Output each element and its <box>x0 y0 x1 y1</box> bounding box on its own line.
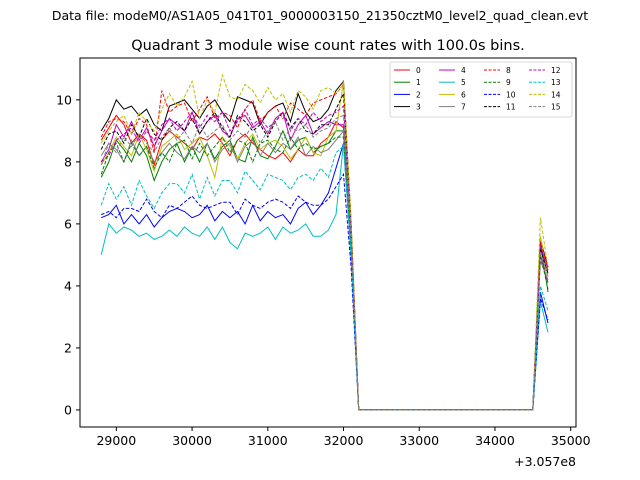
legend-label: 15 <box>551 103 561 112</box>
series-line-4 <box>100 110 549 411</box>
x-tick-label: 32000 <box>324 433 364 448</box>
series-line-8 <box>100 83 549 411</box>
legend-label: 11 <box>506 103 516 112</box>
series-line-2 <box>101 143 549 411</box>
series-line-0 <box>100 114 549 411</box>
y-tick-label: 10 <box>56 92 72 107</box>
y-tick-label: 6 <box>64 216 72 231</box>
x-tick-label: 34000 <box>475 433 515 448</box>
legend-label: 8 <box>506 66 511 75</box>
x-tick-label: 29000 <box>96 433 136 448</box>
series-line-7 <box>100 129 549 411</box>
series-line-5 <box>100 143 549 411</box>
legend-label: 14 <box>551 90 561 99</box>
y-tick-label: 8 <box>64 154 72 169</box>
series-line-9 <box>100 136 549 411</box>
legend-label: 5 <box>461 78 466 87</box>
series-layer <box>100 73 549 411</box>
series-line-15 <box>100 114 549 411</box>
series-line-10 <box>101 172 549 411</box>
x-tick-label: 31000 <box>248 433 288 448</box>
legend-label: 9 <box>506 78 511 87</box>
series-line-1 <box>100 129 549 411</box>
x-axis: 29000 30000 31000 32000 33000 34000 35000 <box>96 427 591 448</box>
y-tick-label: 0 <box>64 402 72 417</box>
x-tick-label: 35000 <box>551 433 591 448</box>
legend-label: 2 <box>416 90 421 99</box>
plot-frame <box>79 57 577 428</box>
legend-label: 1 <box>416 78 421 87</box>
legend-label: 0 <box>416 66 421 75</box>
y-tick-label: 2 <box>64 340 72 355</box>
series-line-13 <box>100 145 549 411</box>
legend-label: 6 <box>461 90 466 99</box>
legend-box <box>389 61 573 118</box>
series-line-14 <box>100 73 549 411</box>
legend-label: 12 <box>551 66 561 75</box>
legend-label: 3 <box>416 103 421 112</box>
legend-label: 13 <box>551 78 561 87</box>
y-tick-label: 4 <box>64 278 72 293</box>
x-tick-label: 33000 <box>399 433 439 448</box>
legend-label: 4 <box>461 66 466 75</box>
x-tick-label: 30000 <box>172 433 212 448</box>
legend-label: 7 <box>461 103 466 112</box>
y-axis: 0 2 4 6 8 10 <box>56 92 80 417</box>
chart-suptitle: Data file: modeM0/AS1A05_041T01_90000031… <box>52 8 588 23</box>
chart-title: Quadrant 3 module wise count rates with … <box>131 38 525 54</box>
x-offset-label: +3.057e8 <box>514 454 576 469</box>
legend-label: 10 <box>506 90 516 99</box>
